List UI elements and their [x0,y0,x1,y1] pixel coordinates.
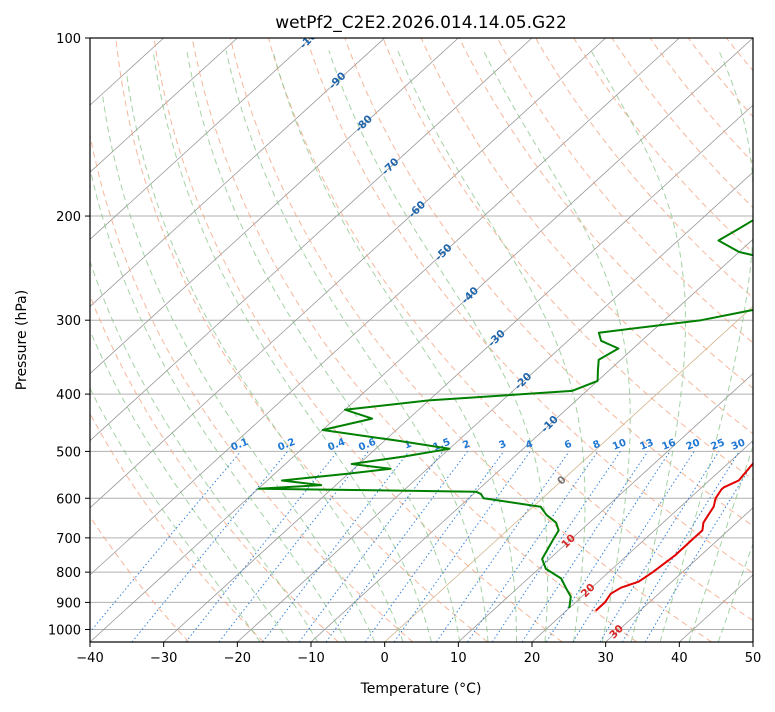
mixing-ratio-label: 3 [498,439,509,452]
y-tick-label: 300 [56,314,81,329]
isotherm-label: -20 [512,370,534,392]
mixing-ratio-line [622,451,739,642]
plot-area: -100-90-80-70-60-50-40-30-20-10010203040… [0,24,775,677]
mixing-ratio-line [132,451,288,642]
isotherm-label: -80 [353,113,375,135]
y-tick-label: 800 [56,566,81,581]
moist-adiabat [689,51,775,643]
moist-adiabat [660,51,754,643]
y-tick-label: 900 [56,596,81,611]
moist-adiabat [226,51,488,643]
isotherm-line [16,38,679,642]
moist-adiabat [60,133,318,642]
mixing-ratio-line [600,451,719,642]
isotherm-line [0,38,237,642]
mixing-ratio-label: 20 [685,437,702,452]
isotherm-label: -70 [380,156,402,178]
moist-adiabat [103,95,375,642]
isotherm-label: -60 [406,199,428,221]
mixing-ratio-line [365,451,503,642]
dry-adiabat [345,38,775,642]
dry-adiabat [726,38,775,642]
mixing-ratio-label: 13 [638,437,655,452]
dewpoint-profile-line [258,38,775,608]
isotherm-line [0,38,311,642]
dry-adiabat [574,38,775,642]
mixing-ratio-line [186,451,338,642]
dry-adiabat [116,38,488,642]
isotherm-label: -50 [433,242,455,264]
mixing-ratio-label: 16 [660,437,677,452]
isotherms [0,38,775,642]
x-tick-label: 20 [524,651,541,666]
isotherm-label: 30 [607,623,626,642]
moist-adiabat [127,74,404,642]
profile-series [258,38,775,611]
moist-adiabat [329,51,548,643]
chart-title: wetPf2_C2E2.2026.014.14.05.G22 [275,13,567,33]
y-tick-label: 1000 [48,623,81,638]
isotherm-label: -10 [539,413,561,435]
mixing-ratio-line [573,451,694,642]
isotherm-label: 40 [642,658,661,677]
y-tick-label: 600 [56,492,81,507]
isotherm-label: -30 [486,328,508,350]
moist-adiabat [483,51,630,643]
x-tick-label: 30 [597,651,614,666]
isotherm-label: -90 [327,70,349,92]
y-tick-label: 400 [56,388,81,403]
dry-adiabat [612,38,775,642]
y-tick-label: 500 [56,445,81,460]
mixing-ratio-label: 1 [403,439,414,452]
moist-adiabat [187,51,460,643]
dry-adiabat [192,38,637,642]
dry-adiabat [497,38,775,642]
moist-adiabat [718,51,775,643]
mixing-ratio-label: 30 [730,437,747,452]
mixing-ratio-label: 10 [611,437,628,452]
dry-adiabat [688,38,775,642]
y-tick-label: 200 [56,210,81,225]
dry-adiabat [650,38,775,642]
x-tick-label: 40 [671,651,688,666]
dry-adiabat [765,38,775,642]
x-axis-label: Temperature (°C) [360,681,482,697]
x-tick-label: −30 [150,651,177,666]
gridlines [90,38,753,629]
isotherm-line [753,38,775,642]
mixing-ratio-line [82,451,241,642]
moist-adiabat [591,51,686,643]
y-tick-label: 700 [56,532,81,547]
mixing-ratio-label: 2 [461,439,472,452]
x-tick-label: −10 [297,651,324,666]
mixing-ratio-label: 4 [524,439,535,452]
x-tick-label: 10 [450,651,467,666]
y-axis-label: Pressure (hPa) [14,290,30,390]
mixing-ratio-label: 6 [563,439,574,452]
isotherm-line [0,38,606,642]
x-tick-label: 0 [381,651,389,666]
moist-adiabats [22,51,775,643]
isotherm-label: 20 [579,581,598,600]
x-tick-label: −20 [224,651,251,666]
isotherm-line [90,38,753,642]
isotherm-label: 10 [559,532,578,551]
isotherm-line [0,38,458,642]
isotherm-label: -40 [459,285,481,307]
dry-adiabat [230,38,711,642]
mixing-ratio-line [299,451,443,642]
mixing-ratio-line [468,451,598,642]
x-tick-label: −40 [76,651,103,666]
y-tick-label: 100 [56,32,81,47]
dry-adiabat [421,38,775,642]
mixing-ratio-label: 25 [709,437,726,452]
mixing-ratio-lines [82,451,760,642]
x-tick-label: 50 [745,651,762,666]
